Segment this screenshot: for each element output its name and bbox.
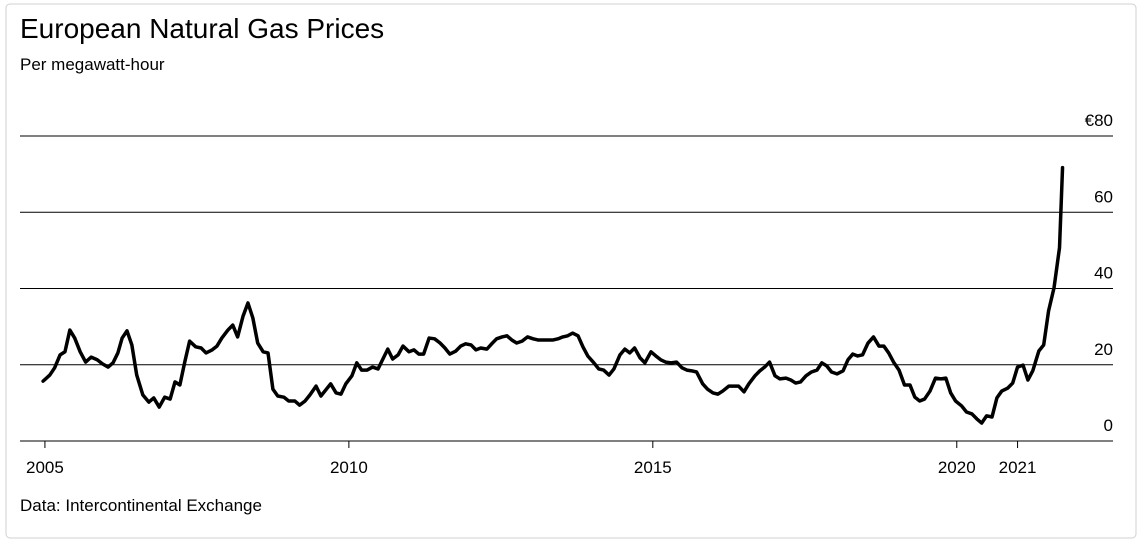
price-line	[41, 165, 1065, 425]
y-tick-label: €80	[1085, 111, 1113, 130]
frame	[5, 3, 1137, 539]
x-tick-label: 2005	[26, 458, 64, 477]
x-tick-label: 2021	[999, 458, 1037, 477]
y-tick-label: 40	[1094, 264, 1113, 283]
chart-title: European Natural Gas Prices	[20, 13, 384, 44]
x-tick-label: 2020	[938, 458, 976, 477]
x-tick-label: 2015	[634, 458, 672, 477]
chart-subtitle: Per megawatt-hour	[20, 55, 165, 74]
y-tick-label: 20	[1094, 340, 1113, 359]
y-tick-label: 0	[1104, 416, 1113, 435]
x-tick-label: 2010	[330, 458, 368, 477]
source: Data: Intercontinental Exchange	[20, 496, 262, 515]
y-tick-label: 60	[1094, 187, 1113, 206]
